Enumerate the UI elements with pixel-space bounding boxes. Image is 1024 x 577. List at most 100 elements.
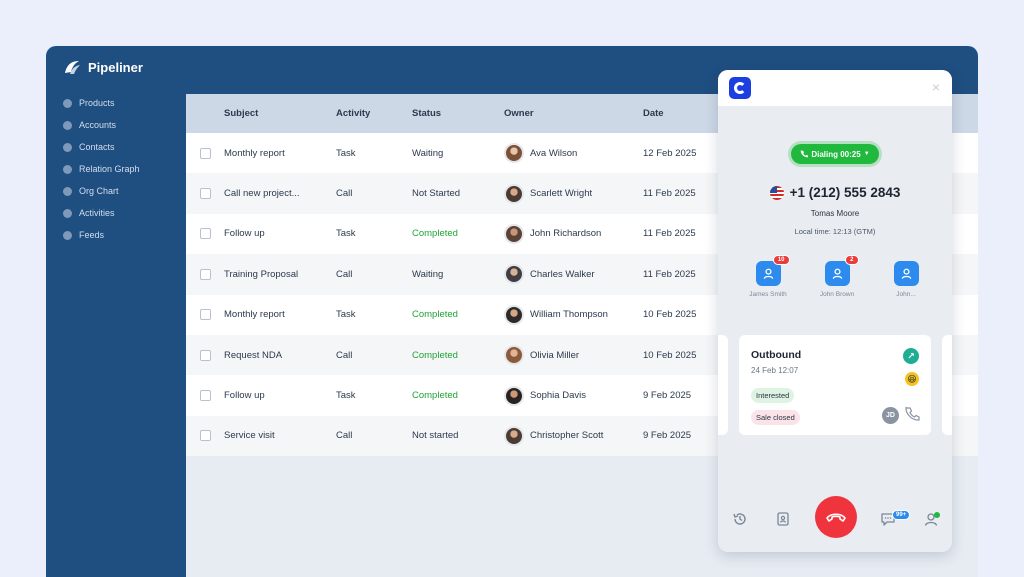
column-activity[interactable]: Activity	[336, 108, 371, 119]
related-contact-label: James Smith	[749, 291, 787, 298]
dialing-status-button[interactable]: Dialing 00:25 ▼	[791, 144, 879, 164]
contact-name: Tomas Moore	[810, 209, 860, 218]
contact-icon: 10	[755, 255, 790, 286]
brand[interactable]: Pipeliner	[62, 58, 143, 76]
column-owner[interactable]: Owner	[504, 108, 534, 119]
avatar	[504, 385, 524, 406]
activities-icon	[63, 208, 72, 218]
previous-card-peek[interactable]	[718, 335, 728, 435]
phone-icon[interactable]	[904, 406, 920, 422]
sidebar-item-accounts[interactable]: Accounts	[63, 114, 183, 136]
contacts-icon	[63, 142, 72, 152]
avatar	[504, 304, 524, 325]
laughing-emoji-icon: 😆	[905, 372, 919, 386]
row-date: 9 Feb 2025	[643, 390, 692, 402]
hang-up-button[interactable]	[815, 496, 857, 538]
dialer-widget: × Dialing 00:25 ▼ +1 (212) 555 2843 Toma…	[718, 70, 952, 552]
row-owner: Scarlett Wright	[530, 188, 593, 200]
row-owner: John Richardson	[530, 228, 602, 240]
sidebar-item-feeds[interactable]: Feeds	[63, 224, 183, 246]
dialer-toolbar: 99+	[718, 495, 952, 541]
row-activity: Task	[336, 147, 356, 159]
sidebar-item-contacts[interactable]: Contacts	[63, 136, 183, 158]
sidebar-item-activities[interactable]: Activities	[63, 202, 183, 224]
column-date[interactable]: Date	[643, 108, 664, 119]
row-date: 11 Feb 2025	[643, 268, 696, 280]
row-status: Completed	[412, 349, 458, 361]
tag-sale-closed[interactable]: Sale closed	[751, 410, 800, 425]
row-subject: Follow up	[224, 228, 265, 240]
row-checkbox[interactable]	[199, 349, 211, 361]
row-owner: Ava Wilson	[530, 147, 578, 159]
call-log-card[interactable]: Outbound 24 Feb 12:07 ↗ 😆 Interested Sal…	[739, 335, 931, 435]
next-card-peek[interactable]	[942, 335, 952, 435]
row-status: Waiting	[412, 147, 444, 159]
related-contact-john-brown[interactable]: 2 John Brown	[811, 255, 863, 298]
row-checkbox[interactable]	[199, 147, 211, 159]
row-activity: Task	[336, 390, 356, 402]
row-status: Completed	[412, 390, 458, 402]
sidebar-item-label: Activities	[79, 208, 115, 218]
column-status[interactable]: Status	[412, 108, 442, 119]
sidebar-item-label: Products	[79, 98, 115, 108]
row-date: 10 Feb 2025	[643, 349, 697, 361]
sidebar-item-relation-graph[interactable]: Relation Graph	[63, 158, 183, 180]
related-contact-label: John Brown	[819, 291, 855, 298]
call-date: 24 Feb 12:07	[751, 366, 799, 375]
row-checkbox[interactable]	[199, 188, 211, 200]
related-contact-label: John...	[896, 291, 916, 298]
row-subject: Training Proposal	[224, 268, 299, 280]
row-status: Waiting	[412, 268, 444, 280]
row-activity: Task	[336, 228, 356, 240]
row-date: 11 Feb 2025	[643, 188, 696, 200]
row-checkbox[interactable]	[199, 309, 211, 321]
row-date: 11 Feb 2025	[643, 228, 696, 240]
row-activity: Call	[336, 430, 353, 442]
row-activity: Task	[336, 309, 356, 321]
accounts-icon	[63, 120, 72, 130]
row-activity: Call	[336, 188, 353, 200]
address-book-icon[interactable]	[775, 511, 791, 527]
close-icon[interactable]: ×	[931, 79, 940, 95]
us-flag-icon	[769, 185, 784, 200]
avatar	[504, 264, 524, 285]
row-subject: Monthly report	[224, 309, 285, 321]
row-checkbox[interactable]	[199, 390, 211, 402]
phone-number: +1 (212) 555 2843	[789, 185, 901, 200]
history-icon[interactable]	[732, 511, 748, 527]
sidebar-item-label: Relation Graph	[79, 164, 140, 174]
related-contact-john[interactable]: John...	[880, 261, 932, 298]
avatar	[504, 425, 524, 446]
related-contact-james-smith[interactable]: 10 James Smith	[742, 255, 794, 298]
avatar	[504, 143, 524, 164]
local-time: Local time: 12:13 (GTM)	[794, 227, 876, 236]
dialer-logo-icon	[729, 77, 751, 99]
row-subject: Request NDA	[224, 349, 283, 361]
contact-icon: 2	[824, 255, 859, 286]
row-status: Completed	[412, 228, 458, 240]
notification-badge: 2	[845, 255, 859, 265]
row-checkbox[interactable]	[199, 228, 211, 240]
app-name: Pipeliner	[88, 59, 143, 75]
avatar	[504, 183, 524, 204]
outbound-arrow-icon: ↗	[903, 348, 919, 364]
row-owner: Charles Walker	[530, 268, 595, 280]
call-direction: Outbound	[751, 349, 802, 361]
online-status-dot	[934, 512, 940, 518]
row-status: Not Started	[412, 188, 461, 200]
row-owner: Christopher Scott	[530, 430, 604, 442]
org-chart-icon	[63, 186, 72, 196]
sidebar-item-org-chart[interactable]: Org Chart	[63, 180, 183, 202]
column-subject[interactable]: Subject	[224, 108, 259, 119]
tag-interested[interactable]: Interested	[751, 388, 795, 403]
phone-number-row: +1 (212) 555 2843	[718, 185, 952, 200]
sidebar-item-products[interactable]: Products	[63, 92, 183, 114]
relation-graph-icon	[63, 164, 72, 174]
row-checkbox[interactable]	[199, 268, 211, 280]
products-icon	[63, 98, 72, 108]
row-date: 12 Feb 2025	[643, 147, 697, 159]
hang-up-icon	[826, 513, 846, 522]
sidebar-item-label: Feeds	[79, 230, 105, 240]
row-checkbox[interactable]	[199, 430, 211, 442]
chevron-down-icon: ▼	[863, 151, 870, 157]
